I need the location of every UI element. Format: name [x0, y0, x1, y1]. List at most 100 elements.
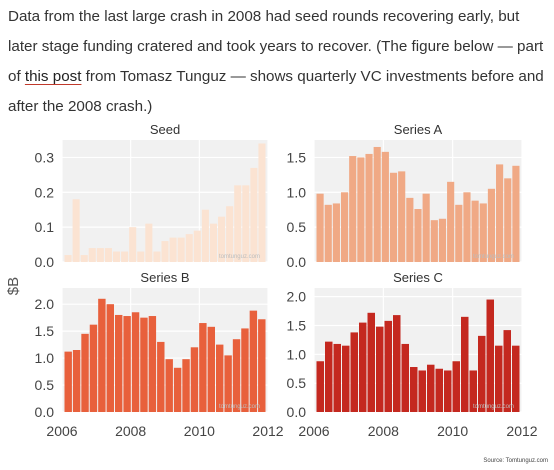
- data-bar: [209, 223, 218, 262]
- data-bar: [193, 230, 201, 262]
- data-bar: [258, 319, 266, 412]
- data-bar: [115, 314, 123, 412]
- x-tick-label: 2006: [298, 423, 329, 439]
- y-tick-label: 1.0: [35, 350, 55, 366]
- data-bar: [384, 320, 392, 412]
- data-bar: [447, 181, 455, 262]
- data-bar: [131, 312, 140, 412]
- data-bar: [463, 192, 471, 262]
- data-bar: [471, 200, 479, 262]
- chart-panel-4: 0.0 0.5 1.0 1.5 2.0 Series C tomtunguz.com 2006…: [287, 270, 538, 439]
- data-bar: [112, 251, 121, 262]
- data-bar: [190, 347, 199, 412]
- data-bar: [486, 299, 494, 412]
- data-bar: [452, 361, 460, 412]
- data-bar: [325, 341, 333, 412]
- y-tick-label: 0.5: [287, 375, 307, 391]
- data-bar: [381, 151, 389, 262]
- x-tick-label: 2008: [115, 423, 146, 439]
- y-tick-label: 0.5: [35, 377, 55, 393]
- x-tick-label: 2010: [437, 423, 468, 439]
- source-note: Source: Tomtunguz.com: [483, 458, 548, 464]
- data-bar: [340, 192, 349, 262]
- data-bar: [64, 351, 72, 412]
- data-bar: [316, 361, 324, 412]
- data-bar: [64, 255, 72, 262]
- data-bar: [410, 367, 418, 412]
- data-bar: [224, 355, 232, 412]
- x-tick-label: 2008: [368, 423, 399, 439]
- data-bar: [427, 364, 435, 412]
- data-bar: [422, 193, 430, 262]
- watermark: tomtunguz.com: [473, 254, 514, 260]
- article-text: Data from the last large crash in 2008 h…: [8, 2, 548, 122]
- chart-title: Seed: [150, 122, 180, 137]
- data-bar: [80, 255, 88, 262]
- data-bar: [218, 216, 226, 262]
- data-bar: [121, 251, 129, 262]
- data-bar: [333, 343, 341, 412]
- chart-title: Series B: [140, 270, 189, 285]
- chart-panel-3: 0.0 0.5 1.0 1.5 2.0 Series B tomtunguz.com 2006…: [35, 270, 284, 439]
- watermark: tomtunguz.com: [219, 404, 260, 410]
- y-tick-label: 0.2: [35, 184, 55, 200]
- y-tick-label: 1.0: [287, 184, 307, 200]
- data-bar: [435, 368, 443, 412]
- chart-panel-2: 0.0 0.5 1.0 1.5 Series A tomtunguz.com: [287, 122, 523, 270]
- data-bar: [129, 227, 137, 262]
- data-bar: [359, 322, 367, 412]
- data-bar: [349, 156, 357, 262]
- data-bar: [444, 370, 452, 412]
- data-bar: [182, 359, 190, 412]
- y-axis-label: $B: [5, 277, 22, 295]
- y-tick-label: 0.0: [287, 254, 307, 270]
- watermark: tomtunguz.com: [219, 254, 260, 260]
- data-bar: [469, 370, 477, 412]
- data-bar: [241, 328, 249, 412]
- data-bar: [250, 167, 258, 262]
- data-bar: [461, 316, 469, 412]
- y-tick-label: 1.5: [35, 323, 55, 339]
- data-bar: [169, 237, 177, 262]
- data-bar: [157, 341, 165, 412]
- y-tick-label: 2.0: [287, 289, 307, 305]
- data-bar: [81, 333, 89, 412]
- vc-investment-figure: $B 0.0 0.1 0.2 0.3 Seed tomtunguz.com 0.0 0.5 1.…: [5, 122, 548, 464]
- data-bar: [455, 204, 463, 262]
- data-bar: [479, 203, 487, 262]
- data-bar: [96, 248, 104, 262]
- data-bar: [316, 193, 324, 262]
- data-bar: [232, 339, 241, 412]
- data-bar: [72, 199, 80, 262]
- data-bar: [376, 326, 384, 412]
- data-bar: [504, 178, 512, 262]
- data-bar: [324, 204, 332, 262]
- data-bar: [393, 315, 401, 412]
- data-bar: [389, 172, 398, 262]
- data-bar: [199, 323, 207, 412]
- x-tick-label: 2006: [46, 423, 77, 439]
- data-bar: [207, 326, 215, 412]
- data-bar: [503, 330, 511, 412]
- data-bar: [173, 367, 182, 412]
- data-bar: [258, 143, 266, 262]
- y-tick-label: 1.5: [287, 149, 307, 165]
- data-bar: [88, 248, 96, 262]
- this-post-link[interactable]: this post: [24, 68, 82, 85]
- data-bar: [373, 146, 381, 262]
- data-bar: [140, 317, 148, 412]
- x-tick-label: 2010: [184, 423, 215, 439]
- y-tick-label: 0.5: [287, 219, 307, 235]
- data-bar: [165, 359, 173, 412]
- data-bar: [216, 344, 224, 412]
- data-bar: [478, 335, 486, 412]
- y-tick-label: 0.1: [35, 219, 55, 235]
- y-tick-label: 0.0: [287, 404, 307, 420]
- article-text-after-link: from Tomasz Tunguz — shows quarterly VC …: [8, 68, 544, 115]
- y-tick-label: 0.3: [35, 149, 55, 165]
- y-tick-label: 1.5: [287, 317, 307, 333]
- y-tick-label: 1.0: [287, 346, 307, 362]
- data-bar: [201, 209, 209, 262]
- data-bar: [242, 185, 250, 262]
- data-bar: [406, 197, 414, 262]
